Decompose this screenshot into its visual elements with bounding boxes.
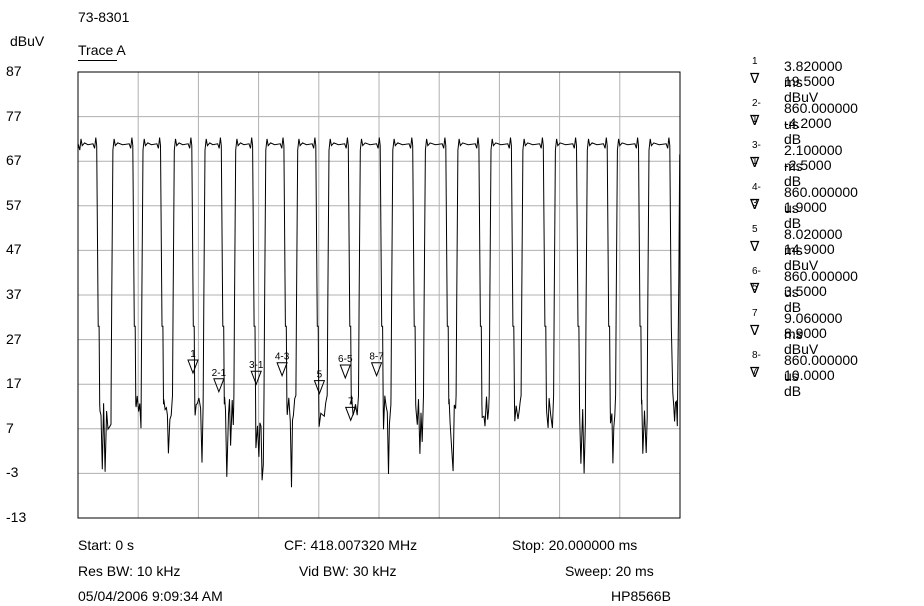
marker-label: 5 <box>317 370 323 381</box>
res-bw-label: Res BW: 10 kHz <box>78 563 180 579</box>
marker-id: 1 <box>752 54 758 70</box>
marker-triangle <box>188 360 198 373</box>
marker-triangle-icon: ∇ <box>750 280 759 296</box>
marker-triangle-icon: ∇ <box>750 196 759 212</box>
plot-marker: 4-3 <box>275 352 290 376</box>
plot-marker: 1 <box>188 349 198 373</box>
marker-label: 4-3 <box>275 352 290 363</box>
instrument-model: HP8566B <box>611 588 671 604</box>
sweep-label: Sweep: 20 ms <box>565 563 654 579</box>
marker-triangle <box>251 371 261 384</box>
marker-label: 1 <box>190 349 196 360</box>
marker-label: 8-7 <box>369 352 384 363</box>
marker-label: 2-1 <box>212 368 227 379</box>
marker-triangle <box>340 365 350 378</box>
marker-triangle-icon: ∇ <box>750 112 759 128</box>
marker-triangle-icon: ∇ <box>750 154 759 170</box>
marker-triangle-icon: ∇ <box>750 70 759 86</box>
marker-triangle <box>372 363 382 376</box>
marker-triangle-icon: ∇ <box>750 364 759 380</box>
marker-triangle-icon: ∇ <box>750 238 759 254</box>
center-frequency-label: CF: 418.007320 MHz <box>284 537 417 553</box>
stop-label: Stop: 20.000000 ms <box>512 537 637 553</box>
plot-marker: 8-7 <box>369 352 384 376</box>
marker-value: 10.0000 dB <box>784 367 835 399</box>
marker-triangle-icon: ∇ <box>750 322 759 338</box>
marker-id: 5 <box>752 222 758 238</box>
marker-triangle <box>277 363 287 376</box>
plot-marker: 5 <box>314 370 324 394</box>
marker-triangle <box>314 381 324 394</box>
vid-bw-label: Vid BW: 30 kHz <box>299 563 397 579</box>
marker-label: 6-5 <box>338 354 353 365</box>
marker-triangle <box>214 379 224 392</box>
start-label: Start: 0 s <box>78 537 134 553</box>
marker-id: 7 <box>752 306 758 322</box>
plot-marker: 3-1 <box>249 360 264 384</box>
marker-label: 3-1 <box>249 360 264 371</box>
datetime-label: 05/04/2006 9:09:34 AM <box>78 588 223 604</box>
marker-label: 7 <box>348 396 354 407</box>
